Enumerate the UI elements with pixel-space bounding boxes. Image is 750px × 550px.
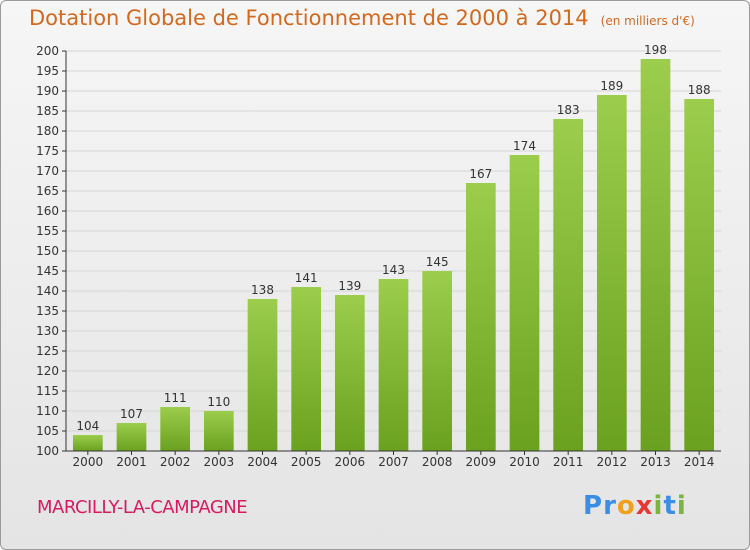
logo-letter: o: [616, 491, 636, 521]
bar-value-label: 139: [338, 279, 361, 293]
y-tick-label: 140: [36, 284, 59, 298]
bar: [203, 411, 234, 451]
y-tick-label: 115: [36, 384, 59, 398]
y-tick-label: 185: [36, 104, 59, 118]
y-tick-label: 180: [36, 124, 59, 138]
x-tick-label: 2011: [553, 455, 584, 469]
y-tick-label: 160: [36, 204, 59, 218]
bar-value-label: 188: [688, 83, 711, 97]
y-tick-label: 155: [36, 224, 59, 238]
bar: [465, 183, 496, 451]
bar: [684, 99, 715, 451]
bar: [160, 407, 191, 451]
y-tick-label: 170: [36, 164, 59, 178]
x-tick-label: 2001: [116, 455, 147, 469]
bar-value-label: 167: [469, 167, 492, 181]
bar: [509, 155, 540, 451]
x-tick-label: 2012: [597, 455, 628, 469]
y-tick-label: 130: [36, 324, 59, 338]
y-tick-label: 125: [36, 344, 59, 358]
x-tick-label: 2002: [160, 455, 191, 469]
bar: [596, 95, 627, 451]
logo-letter: i: [653, 491, 664, 521]
x-tick-label: 2014: [684, 455, 715, 469]
bar-value-label: 143: [382, 263, 405, 277]
logo-letter: x: [635, 491, 654, 521]
bar-value-label: 141: [295, 271, 318, 285]
y-tick-label: 120: [36, 364, 59, 378]
bar-value-label: 110: [207, 395, 230, 409]
x-tick-label: 2003: [204, 455, 235, 469]
bar: [553, 119, 584, 451]
x-tick-label: 2000: [73, 455, 104, 469]
chart-title-text: Dotation Globale de Fonctionnement de 20…: [29, 6, 589, 30]
y-tick-label: 150: [36, 244, 59, 258]
bar-value-label: 138: [251, 283, 274, 297]
logo-letter: r: [603, 491, 617, 521]
bar-value-label: 107: [120, 407, 143, 421]
bar-value-label: 183: [557, 103, 580, 117]
y-tick-label: 190: [36, 84, 59, 98]
x-tick-label: 2010: [509, 455, 540, 469]
bar-value-label: 145: [426, 255, 449, 269]
bar-value-label: 104: [76, 419, 99, 433]
bar: [378, 279, 409, 451]
chart-title: Dotation Globale de Fonctionnement de 20…: [29, 6, 695, 30]
x-tick-label: 2006: [335, 455, 366, 469]
x-tick-label: 2007: [378, 455, 409, 469]
y-tick-label: 135: [36, 304, 59, 318]
logo-letter: i: [676, 491, 687, 521]
y-tick-label: 165: [36, 184, 59, 198]
bar-value-label: 189: [600, 79, 623, 93]
bar: [640, 59, 671, 451]
y-tick-label: 145: [36, 264, 59, 278]
y-tick-label: 175: [36, 144, 59, 158]
proxiti-logo: Proxiti: [583, 491, 687, 521]
bar: [334, 295, 365, 451]
commune-name: MARCILLY-LA-CAMPAGNE: [37, 497, 248, 518]
y-tick-label: 105: [36, 424, 59, 438]
x-tick-label: 2009: [466, 455, 497, 469]
y-tick-label: 100: [36, 444, 59, 458]
bar-value-label: 174: [513, 139, 536, 153]
x-tick-label: 2013: [640, 455, 671, 469]
logo-letter: P: [583, 491, 604, 521]
y-tick-label: 110: [36, 404, 59, 418]
bar: [247, 299, 278, 451]
y-tick-label: 200: [36, 44, 59, 58]
bar: [116, 423, 147, 451]
x-tick-label: 2005: [291, 455, 322, 469]
bar: [291, 287, 322, 451]
y-tick-label: 195: [36, 64, 59, 78]
logo-letter: t: [663, 491, 677, 521]
x-tick-label: 2008: [422, 455, 453, 469]
bar: [422, 271, 453, 451]
bar-value-label: 111: [164, 391, 187, 405]
chart-unit-label: (en milliers d'€): [600, 14, 695, 28]
x-tick-label: 2004: [247, 455, 278, 469]
bar-value-label: 198: [644, 43, 667, 57]
bar: [72, 435, 103, 451]
